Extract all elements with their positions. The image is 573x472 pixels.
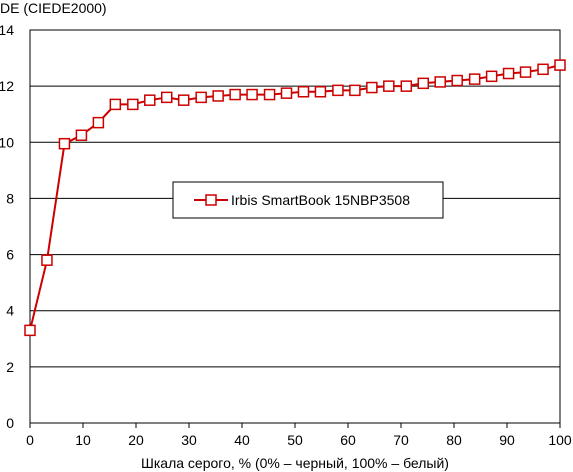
data-point-17 (314, 86, 327, 98)
data-point-24 (434, 76, 446, 88)
x-tick-label-60: 60 (340, 432, 356, 448)
data-point-14 (263, 88, 276, 101)
data-point-20 (366, 81, 378, 94)
series-markers (24, 59, 566, 337)
x-tick-label-70: 70 (393, 432, 409, 448)
data-point-9 (177, 94, 190, 106)
data-point-18 (332, 84, 344, 97)
data-point-22 (400, 80, 413, 92)
y-tick-label-10: 10 (0, 134, 14, 150)
y-tick-label-0: 0 (6, 415, 14, 431)
data-point-11 (212, 90, 224, 102)
data-point-0 (24, 324, 36, 337)
x-tick-label-20: 20 (128, 432, 144, 448)
data-point-15 (280, 87, 293, 99)
y-tick-label-4: 4 (6, 303, 14, 319)
x-tick-label-50: 50 (287, 432, 303, 448)
x-tick-label-10: 10 (75, 432, 91, 448)
gridlines (30, 85, 560, 368)
x-tick-label-0: 0 (26, 432, 34, 448)
y-tick-label-2: 2 (6, 359, 14, 375)
data-point-10 (195, 91, 207, 104)
plot-area (29, 29, 561, 424)
data-point-30 (537, 63, 549, 76)
data-point-7 (144, 94, 156, 106)
data-point-31 (554, 59, 566, 71)
data-point-28 (502, 67, 515, 80)
x-tick-label-100: 100 (548, 432, 572, 448)
data-point-26 (468, 73, 481, 85)
y-axis-title: DE (CIEDE2000) (0, 0, 107, 16)
legend: Irbis SmartBook 15NBP3508 (172, 181, 444, 219)
y-tick-labels: 0 2 4 6 8 10 12 14 (0, 22, 14, 431)
y-tick-label-12: 12 (0, 78, 14, 94)
data-point-16 (297, 86, 310, 98)
data-point-21 (383, 80, 395, 92)
data-point-6 (127, 98, 139, 111)
x-tick-label-30: 30 (181, 432, 197, 448)
data-point-27 (485, 70, 498, 83)
legend-marker (205, 194, 217, 206)
data-point-12 (229, 88, 241, 101)
x-tick-label-40: 40 (234, 432, 250, 448)
y-tick-label-14: 14 (0, 22, 14, 38)
x-tick-labels: 0 10 20 30 40 50 60 70 80 90 100 (26, 432, 572, 448)
x-tick-marks (29, 423, 561, 428)
x-tick-label-90: 90 (499, 432, 515, 448)
x-tick-label-80: 80 (446, 432, 462, 448)
data-point-8 (160, 91, 173, 104)
x-axis-title: Шкала серого, % (0% – черный, 100% – бел… (141, 455, 449, 471)
data-point-29 (519, 66, 532, 78)
data-point-19 (349, 84, 361, 97)
data-point-5 (109, 98, 122, 111)
data-point-4 (92, 116, 105, 129)
y-tick-label-8: 8 (6, 190, 14, 206)
data-point-25 (451, 74, 463, 87)
data-point-23 (417, 77, 430, 90)
data-point-2 (58, 137, 71, 150)
data-point-1 (41, 254, 53, 266)
legend-label: Irbis SmartBook 15NBP3508 (231, 192, 410, 208)
data-point-13 (246, 88, 258, 101)
data-point-3 (75, 129, 88, 142)
y-tick-label-6: 6 (6, 247, 14, 263)
